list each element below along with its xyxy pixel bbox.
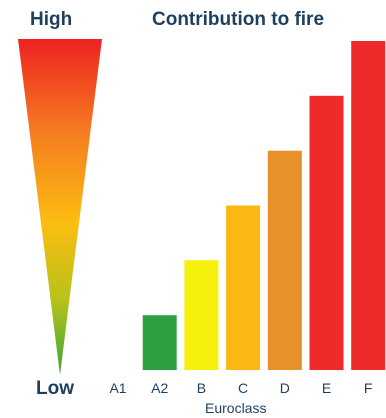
x-axis-label: Euroclass [205,400,267,416]
bar-b [184,260,219,370]
tick-label-b: B [197,380,206,396]
bar-d [267,150,302,370]
tick-label-c: C [238,380,248,396]
bar-a2 [142,315,177,370]
low-label: Low [36,378,74,399]
tick-label-f: F [364,380,373,396]
tick-label-a1: A1 [109,380,126,396]
tick-label-a2: A2 [151,380,168,396]
bar-e [309,95,344,371]
tick-label-d: D [280,380,290,396]
bar-f [351,41,386,370]
high-label: High [30,9,73,30]
bar-c [226,205,261,370]
tick-label-e: E [322,380,331,396]
intensity-gradient-triangle [18,39,102,375]
chart-title: Contribution to fire [152,9,325,30]
